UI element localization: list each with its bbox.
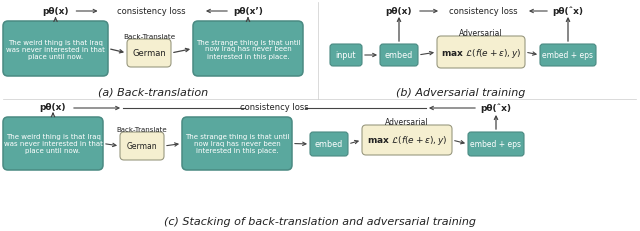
Text: (a) Back-translation: (a) Back-translation xyxy=(98,88,208,97)
Text: pθ(x’): pθ(x’) xyxy=(233,6,263,15)
FancyBboxPatch shape xyxy=(3,22,108,77)
FancyBboxPatch shape xyxy=(3,118,103,170)
Text: Back-Translate: Back-Translate xyxy=(116,126,167,132)
Text: consistency loss: consistency loss xyxy=(449,6,518,15)
FancyBboxPatch shape xyxy=(362,125,452,155)
Text: consistency loss: consistency loss xyxy=(117,6,186,15)
Text: pθ(x): pθ(x) xyxy=(386,6,412,15)
Text: German: German xyxy=(132,49,166,58)
FancyBboxPatch shape xyxy=(182,118,292,170)
FancyBboxPatch shape xyxy=(310,132,348,156)
Text: pθ(ˆx): pθ(ˆx) xyxy=(481,103,511,112)
Text: German: German xyxy=(127,142,157,151)
FancyBboxPatch shape xyxy=(540,45,596,67)
Text: input: input xyxy=(336,51,356,60)
Text: embed: embed xyxy=(315,140,343,149)
FancyBboxPatch shape xyxy=(437,37,525,69)
Text: pθ(x): pθ(x) xyxy=(42,6,68,15)
Text: The weird thing is that Iraq
was never interested in that
place until now.: The weird thing is that Iraq was never i… xyxy=(6,39,105,59)
Text: The weird thing is that Iraq
was never interested in that
place until now.: The weird thing is that Iraq was never i… xyxy=(4,134,102,154)
FancyBboxPatch shape xyxy=(380,45,418,67)
Text: Adversarial: Adversarial xyxy=(385,118,429,127)
Text: Back-Translate: Back-Translate xyxy=(123,34,175,40)
Text: pθ(x): pθ(x) xyxy=(40,103,67,112)
Text: The strange thing is that until
now Iraq has never been
interested in this place: The strange thing is that until now Iraq… xyxy=(196,39,300,59)
Text: Adversarial: Adversarial xyxy=(459,29,503,38)
Text: (c) Stacking of back-translation and adversarial training: (c) Stacking of back-translation and adv… xyxy=(164,216,476,226)
Text: embed + eps: embed + eps xyxy=(543,51,593,60)
Text: embed: embed xyxy=(385,51,413,60)
Text: (b) Adversarial training: (b) Adversarial training xyxy=(396,88,525,97)
FancyBboxPatch shape xyxy=(193,22,303,77)
FancyBboxPatch shape xyxy=(120,132,164,160)
Text: max $\mathcal{L}(f(e+\epsilon), y)$: max $\mathcal{L}(f(e+\epsilon), y)$ xyxy=(441,46,521,59)
FancyBboxPatch shape xyxy=(330,45,362,67)
Text: The strange thing is that until
now Iraq has never been
interested in this place: The strange thing is that until now Iraq… xyxy=(185,134,289,154)
Text: embed + eps: embed + eps xyxy=(470,140,522,149)
Text: max $\mathcal{L}(f(e+\epsilon), y)$: max $\mathcal{L}(f(e+\epsilon), y)$ xyxy=(367,134,447,147)
Text: consistency loss: consistency loss xyxy=(240,103,309,112)
FancyBboxPatch shape xyxy=(468,132,524,156)
Text: pθ(ˆx): pθ(ˆx) xyxy=(552,6,584,16)
FancyBboxPatch shape xyxy=(127,40,171,68)
